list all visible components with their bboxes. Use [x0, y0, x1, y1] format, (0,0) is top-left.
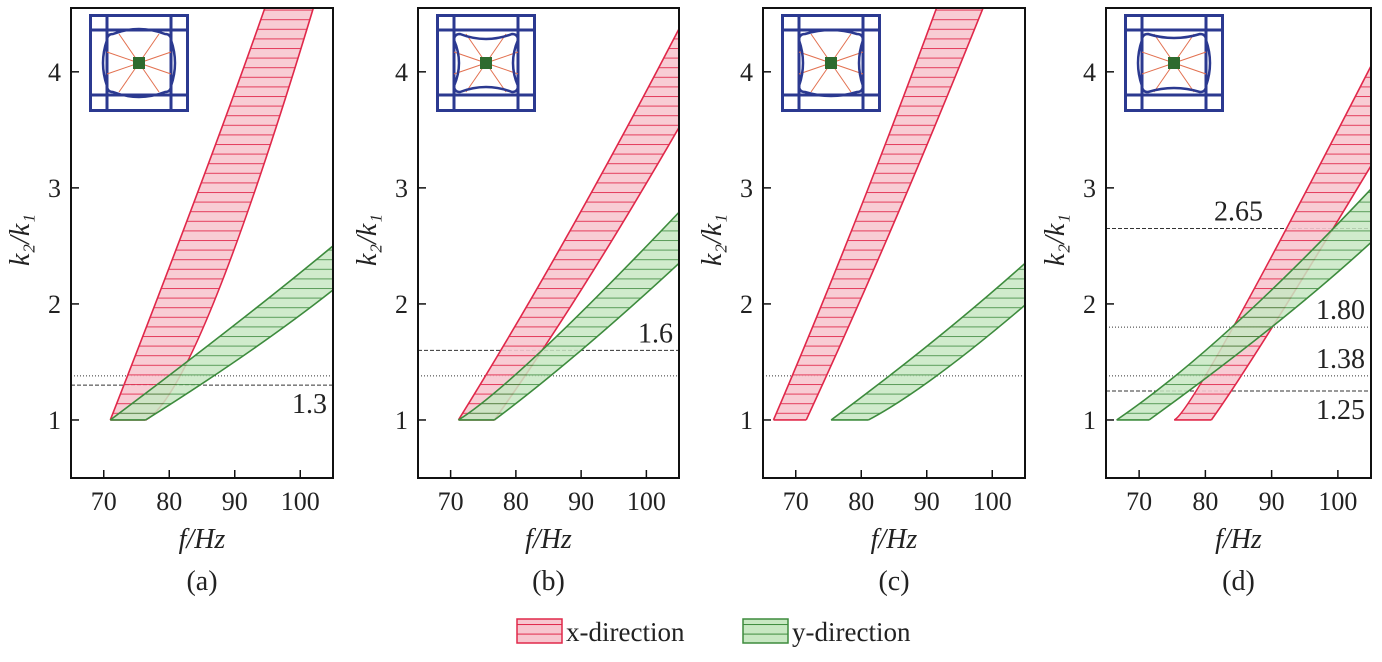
band-edge	[457, 28, 679, 421]
band-edge	[805, 8, 984, 421]
x-tick-label: 80	[156, 487, 182, 516]
panel-d: 2.65 1.80 1.38 1.25 70 80 90 100 1 2 3 4 f/Hz (d) k₂/k…	[1040, 7, 1372, 597]
band-edge	[109, 245, 333, 421]
x-tick-label: 100	[973, 487, 1012, 516]
x-tick-label: 70	[1126, 487, 1152, 516]
x-tick-label: 100	[1318, 487, 1357, 516]
y-tick-label: 1	[48, 406, 61, 435]
y-axis-label: k₂/k₁	[697, 214, 728, 266]
x-tick-label: 80	[848, 487, 874, 516]
plot-frame	[70, 7, 334, 479]
legend-label-y: y-direction	[792, 617, 911, 647]
y-tick-label: 3	[1083, 174, 1096, 203]
legend-label-x: x-direction	[566, 617, 685, 647]
y-tick-label: 2	[1083, 290, 1096, 319]
y-tick-label: 2	[395, 290, 408, 319]
band-x-direction	[773, 8, 984, 420]
x-tick-label: 70	[91, 487, 117, 516]
x-axis-label: f/Hz	[179, 524, 226, 555]
x-tick-label: 80	[503, 487, 529, 516]
legend: x-direction y-direction	[516, 617, 911, 647]
x-tick-label: 90	[568, 487, 594, 516]
reference-line-label: 1.3	[292, 389, 327, 420]
y-tick-label: 4	[395, 58, 408, 87]
band-edge	[458, 211, 679, 421]
band-x-direction	[110, 8, 314, 420]
plot-area	[1106, 65, 1371, 421]
band-edge	[772, 8, 938, 421]
y-tick-label: 3	[740, 174, 753, 203]
reference-line-label: 1.80	[1316, 295, 1365, 326]
legend-swatch-x	[516, 618, 563, 644]
y-tick-label: 4	[1083, 58, 1096, 87]
panel-caption: (a)	[186, 566, 217, 597]
y-tick-label: 3	[395, 174, 408, 203]
y-tick-label: 1	[1083, 406, 1096, 435]
panel-c: 70 80 90 100 1 2 3 4 f/Hz (c) k₂/k₁	[697, 7, 1026, 597]
x-axis-label: f/Hz	[1215, 524, 1262, 555]
plot-frame	[417, 7, 680, 479]
x-tick-label: 90	[914, 487, 940, 516]
reference-line-label: 1.38	[1316, 344, 1365, 375]
y-axis-label: k₂/k₁	[352, 214, 383, 266]
panels: 1.3 70 80 90 100 1 2 3 4 f/Hz (a) k₂/k₁ 1.6 70 80 90 100…	[5, 7, 1372, 597]
unit-cell-inset-icon	[89, 14, 189, 112]
reference-line-label: 1.6	[638, 318, 673, 349]
panel-caption: (d)	[1222, 566, 1255, 597]
y-tick-label: 1	[740, 406, 753, 435]
x-tick-label: 90	[1259, 487, 1285, 516]
band-edge	[868, 304, 1025, 421]
x-tick-label: 90	[222, 487, 248, 516]
plot-area	[418, 28, 679, 421]
reference-line-label: 1.25	[1316, 395, 1365, 426]
unit-cell-inset-icon	[436, 14, 536, 112]
x-tick-label: 100	[627, 487, 666, 516]
band-edge	[493, 262, 679, 421]
y-tick-label: 1	[395, 406, 408, 435]
y-tick-label: 4	[48, 58, 61, 87]
panel-b: 1.6 70 80 90 100 1 2 3 4 f/Hz (b) k₂/k₁	[352, 7, 680, 597]
x-tick-label: 70	[783, 487, 809, 516]
band-edge	[1148, 241, 1371, 421]
x-tick-label: 80	[1192, 487, 1218, 516]
y-tick-label: 4	[740, 58, 753, 87]
y-tick-label: 3	[48, 174, 61, 203]
panel-caption: (c)	[878, 566, 909, 597]
plot-frame	[1105, 7, 1372, 479]
plot-area	[71, 8, 333, 421]
y-tick-label: 2	[48, 290, 61, 319]
band-edge	[145, 289, 333, 421]
plot-frame	[762, 7, 1026, 479]
x-tick-label: 70	[438, 487, 464, 516]
y-axis-label: k₂/k₁	[1040, 214, 1071, 266]
unit-cell-inset-icon	[1124, 14, 1224, 112]
panel-caption: (b)	[532, 566, 565, 597]
panel-a: 1.3 70 80 90 100 1 2 3 4 f/Hz (a) k₂/k₁	[5, 7, 334, 597]
y-axis-label: k₂/k₁	[5, 214, 36, 266]
x-tick-label: 100	[281, 487, 320, 516]
band-edge	[109, 8, 266, 421]
unit-cell-inset-icon	[781, 14, 881, 112]
y-tick-label: 2	[740, 290, 753, 319]
reference-line-label: 2.65	[1214, 196, 1263, 227]
x-axis-label: f/Hz	[525, 524, 572, 555]
band-edge	[830, 262, 1025, 421]
legend-swatch-y	[742, 618, 789, 644]
plot-area	[763, 8, 1025, 421]
x-axis-label: f/Hz	[871, 524, 918, 555]
band-edge	[1116, 188, 1371, 421]
